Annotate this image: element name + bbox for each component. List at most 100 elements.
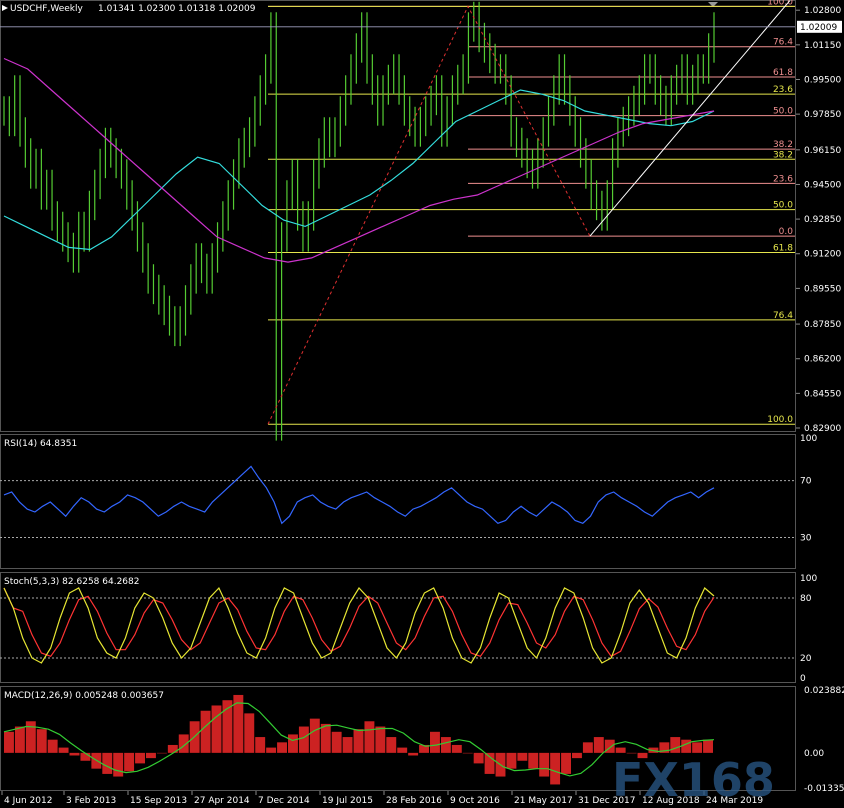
macd-tick-label: 0.00: [804, 749, 824, 759]
date-tick-label: 15 Sep 2013: [130, 796, 187, 806]
stoch-tick-label: 0: [800, 674, 806, 684]
fx168-watermark: FX168: [612, 753, 775, 807]
macd-histogram-bar: [288, 734, 298, 753]
macd-histogram-bar: [681, 739, 692, 753]
date-tick-label: 28 Feb 2016: [386, 796, 442, 806]
macd-histogram-bar: [430, 731, 440, 753]
fib-upper-label: 50.0: [773, 107, 793, 117]
macd-tick-label: -0.013355: [804, 784, 844, 794]
fib-upper-label: 100.0: [767, 0, 793, 7]
fib-yellow-label: 23.6: [773, 85, 793, 95]
date-tick-label: 24 Mar 2019: [706, 796, 763, 806]
macd-histogram-bar: [506, 752, 517, 769]
price-tick-label: 0.89550: [804, 284, 841, 294]
macd-histogram-bar: [561, 752, 571, 774]
rsi-title: RSI(14) 64.8351: [4, 439, 77, 449]
rsi-tick-label: 100: [800, 434, 817, 444]
rsi-tick-label: 70: [800, 477, 812, 487]
macd-histogram-bar: [703, 739, 713, 753]
macd-histogram-bar: [298, 726, 309, 753]
date-tick-label: 12 Aug 2018: [642, 796, 700, 806]
macd-histogram-bar: [135, 752, 145, 764]
macd-histogram-bar: [473, 752, 484, 764]
ohlc-values: 1.01341 1.02300 1.01318 1.02009: [98, 4, 256, 14]
stoch-tick-label: 80: [800, 594, 812, 604]
macd-histogram-bar: [309, 718, 320, 753]
macd-panel: MACD(12,26,9) 0.005248 0.003657 0.023882…: [3, 686, 844, 794]
macd-histogram-bar: [47, 739, 58, 753]
fib-upper-label: 38.2: [773, 140, 793, 150]
macd-histogram-bar: [156, 752, 167, 754]
price-tick-label: 0.92850: [804, 215, 841, 225]
macd-histogram-bar: [637, 752, 648, 759]
macd-histogram-bar: [364, 721, 375, 753]
date-tick-label: 31 Dec 2017: [578, 796, 636, 806]
fib-yellow-label: 50.0: [773, 201, 793, 211]
macd-histogram-bar: [58, 747, 69, 753]
macd-histogram-bar: [69, 752, 80, 756]
fib-upper-label: 76.4: [773, 38, 793, 48]
macd-histogram-bar: [80, 752, 91, 761]
macd-histogram-bar: [615, 747, 626, 753]
macd-histogram-bar: [25, 721, 36, 753]
stoch-tick-label: 20: [800, 654, 812, 664]
date-tick-label: 3 Feb 2013: [66, 796, 116, 806]
current-price-box: [797, 20, 842, 33]
trend-lines: [267, 0, 791, 425]
panel-frames: [0, 0, 796, 791]
macd-histogram-bar: [659, 742, 670, 753]
date-tick-label: 27 Apr 2014: [194, 796, 250, 806]
macd-histogram-bar: [277, 742, 287, 753]
macd-histogram-bar: [146, 752, 156, 759]
macd-histogram-bar: [244, 713, 255, 753]
price-tick-label: 0.94500: [804, 180, 841, 190]
macd-histogram-bar: [124, 752, 135, 772]
macd-histogram-bar: [582, 742, 593, 753]
macd-histogram-bar: [604, 739, 615, 753]
macd-histogram-bar: [550, 752, 561, 785]
fib-yellow-label: 38.2: [773, 150, 793, 160]
price-axis: 1.02800 1.01150 0.99500 0.97850 0.96150 0.945…: [796, 6, 841, 434]
price-tick-label: 1.01150: [804, 41, 841, 51]
macd-histogram-bar: [451, 744, 462, 753]
macd-histogram-bar: [626, 752, 637, 754]
price-header: USDCHF,Weekly 1.01341 1.02300 1.01318 1.…: [2, 2, 718, 14]
price-tick-label: 0.86200: [804, 355, 841, 365]
macd-signal-line: [3, 702, 715, 777]
stoch-tick-label: 100: [800, 574, 817, 584]
price-tick-label: 0.96150: [804, 146, 841, 156]
macd-title: MACD(12,26,9) 0.005248 0.003657: [4, 691, 164, 701]
macd-histogram-bar: [4, 731, 14, 753]
stoch-main-line: [3, 586, 715, 664]
macd-histogram-bar: [593, 737, 604, 753]
price-tick-label: 0.91200: [804, 250, 841, 260]
rsi-panel-frame: [0, 434, 796, 569]
macd-histogram-bar: [331, 731, 342, 753]
price-tick-label: 0.99500: [804, 75, 841, 85]
price-tick-label: 0.97850: [804, 110, 841, 120]
collapse-arrow-icon[interactable]: [708, 2, 718, 7]
macd-histogram-bar: [386, 737, 397, 753]
stoch-signal-line: [3, 587, 715, 658]
fib-upper-label: 0.0: [779, 227, 794, 237]
macd-panel-frame: [0, 686, 796, 791]
macd-histogram-bar: [375, 726, 386, 753]
macd-histogram-bar: [211, 705, 222, 753]
date-tick-label: 19 Jul 2015: [322, 796, 373, 806]
rsi-line: [3, 465, 715, 525]
date-axis: 4 Jun 2012 3 Feb 2013 15 Sep 2013 27 Apr 20…: [1, 791, 763, 806]
price-tick-label: 0.87850: [804, 320, 841, 330]
macd-histogram-bar: [113, 752, 124, 777]
macd-histogram-bar: [397, 747, 408, 753]
macd-histogram-bar: [353, 729, 364, 753]
date-tick-label: 21 May 2017: [514, 796, 573, 806]
ma-slow-line: [3, 57, 715, 263]
rsi-tick-label: 30: [800, 534, 812, 544]
stoch-panel: Stoch(5,3,3) 82.6258 64.2682 100 80 20 0: [0, 574, 817, 684]
macd-histogram-bar: [178, 734, 189, 753]
macd-histogram-bar: [266, 747, 277, 753]
fib-lower-label: 100.0: [767, 415, 793, 425]
macd-histogram-bar: [572, 752, 582, 759]
fib-upper-label: 23.6: [773, 174, 793, 184]
